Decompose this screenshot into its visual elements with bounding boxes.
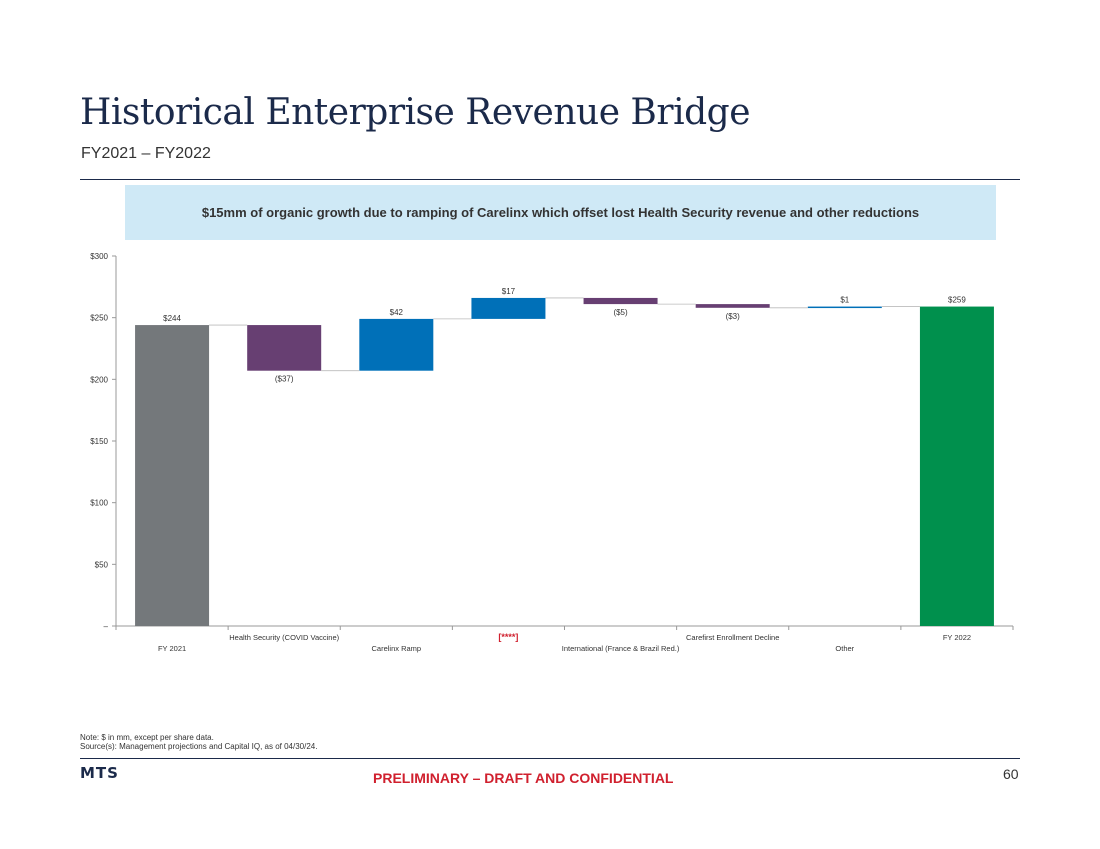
category-label: Health Security (COVID Vaccine) <box>229 633 339 642</box>
category-label: International (France & Brazil Red.) <box>562 644 680 653</box>
page-subtitle: FY2021 – FY2022 <box>81 145 211 162</box>
company-logo: MTS <box>80 764 119 782</box>
bar <box>247 325 322 371</box>
page-number: 60 <box>1003 766 1019 782</box>
data-label: $1 <box>840 296 849 305</box>
category-label: FY 2021 <box>158 644 186 653</box>
bar <box>135 325 210 626</box>
category-label: Carelinx Ramp <box>372 644 422 653</box>
y-tick-label: $150 <box>90 437 108 446</box>
y-tick-label: $50 <box>95 560 109 569</box>
data-label: ($37) <box>275 375 294 384</box>
category-label: [****] <box>498 632 518 642</box>
footnote-note: Note: $ in mm, except per share data. <box>80 733 214 742</box>
footnote-source: Source(s): Management projections and Ca… <box>80 742 318 751</box>
header-divider <box>80 179 1020 180</box>
category-label: FY 2022 <box>943 633 971 642</box>
data-label: $259 <box>948 296 966 305</box>
data-label: $42 <box>390 308 404 317</box>
bar <box>471 297 546 319</box>
footer-divider <box>80 758 1020 759</box>
footnotes: Note: $ in mm, except per share data. So… <box>80 733 317 751</box>
callout-banner: $15mm of organic growth due to ramping o… <box>125 185 996 240</box>
y-tick-label: $250 <box>90 314 108 323</box>
y-tick-label: – <box>104 622 109 631</box>
bar <box>583 297 658 305</box>
data-label: $17 <box>502 287 516 296</box>
data-label: $244 <box>163 314 181 323</box>
y-tick-label: $300 <box>90 252 108 261</box>
callout-text: $15mm of organic growth due to ramping o… <box>201 205 920 220</box>
bar <box>695 304 770 308</box>
y-tick-label: $100 <box>90 499 108 508</box>
data-label: ($3) <box>726 312 741 321</box>
bar <box>359 318 434 371</box>
page-title: Historical Enterprise Revenue Bridge <box>80 92 751 133</box>
category-label: Other <box>835 644 854 653</box>
bar <box>807 306 882 309</box>
bar <box>919 306 994 626</box>
data-label: ($5) <box>613 308 628 317</box>
confidential-label: PRELIMINARY – DRAFT AND CONFIDENTIAL <box>373 770 674 786</box>
category-label: Carefirst Enrollment Decline <box>686 633 779 642</box>
y-tick-label: $200 <box>90 375 108 384</box>
